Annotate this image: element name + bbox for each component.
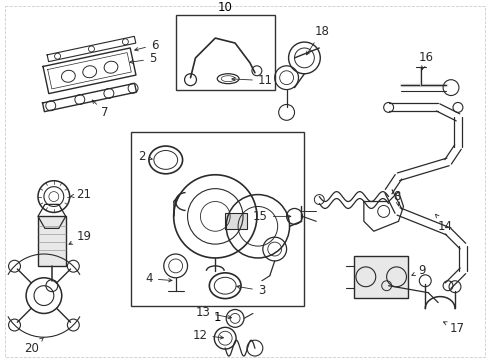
Text: 10: 10 — [218, 1, 233, 14]
Bar — [225, 213, 247, 229]
Text: 2: 2 — [139, 150, 152, 163]
Bar — [176, 15, 275, 90]
Text: 9: 9 — [412, 264, 426, 277]
Text: 3: 3 — [237, 284, 265, 297]
Text: 16: 16 — [418, 51, 433, 70]
Text: 19: 19 — [69, 230, 92, 244]
Text: 5: 5 — [130, 53, 156, 66]
Text: 13: 13 — [196, 306, 231, 319]
Bar — [38, 216, 66, 266]
Bar — [131, 132, 304, 306]
Text: 11: 11 — [232, 74, 273, 87]
Text: 14: 14 — [436, 214, 453, 233]
Text: 18: 18 — [306, 24, 329, 55]
Text: 21: 21 — [71, 188, 92, 201]
Text: 12: 12 — [193, 329, 223, 342]
Text: 6: 6 — [135, 39, 158, 51]
Text: 4: 4 — [146, 272, 172, 285]
Text: 20: 20 — [24, 337, 44, 355]
Text: 17: 17 — [443, 322, 465, 335]
Text: 1: 1 — [214, 311, 221, 324]
Text: 7: 7 — [92, 100, 109, 119]
Text: 15: 15 — [253, 210, 291, 223]
Text: 8: 8 — [393, 190, 401, 206]
Bar — [354, 256, 409, 298]
